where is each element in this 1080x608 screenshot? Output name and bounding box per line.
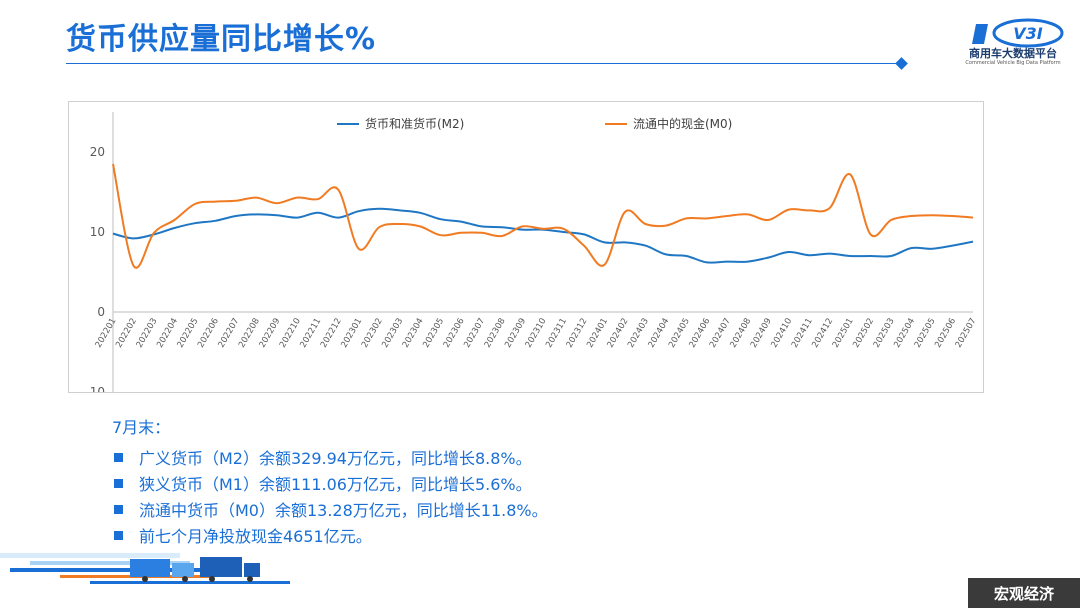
title-divider-diamond	[895, 57, 908, 70]
note-item: 流通中货币（M0）余额13.28万亿元，同比增长11.8%。	[112, 496, 548, 522]
logo-subtitle: Commercial Vehicle Big Data Platform	[965, 60, 1061, 66]
note-item: 狭义货币（M1）余额111.06万亿元，同比增长5.6%。	[112, 470, 548, 496]
square-bullet-icon	[114, 478, 123, 488]
y-tick-label: 20	[90, 145, 105, 159]
y-tick-label: 0	[97, 305, 105, 319]
m0-series-line	[112, 163, 974, 269]
m2-m0-growth-chart: -100102020220120220220220320220420220520…	[85, 112, 979, 392]
page-title: 货币供应量同比增长%	[66, 22, 377, 57]
y-tick-label: -10	[85, 385, 105, 392]
y-tick-label: 10	[90, 225, 105, 239]
square-bullet-icon	[114, 530, 123, 540]
truck-logo-icon: V3I	[972, 18, 1064, 48]
notes-heading: 7月末：	[112, 418, 171, 437]
note-text: 前七个月净投放现金4651亿元。	[139, 527, 372, 546]
svg-text:V3I: V3I	[1013, 24, 1043, 43]
legend-label: 货币和准货币(M2)	[365, 116, 464, 131]
note-item: 前七个月净投放现金4651亿元。	[112, 522, 548, 548]
notes-panel: 7月末： 广义货币（M2）余额329.94万亿元，同比增长8.8%。 狭义货币（…	[112, 414, 548, 548]
logo-name: 商用车大数据平台	[969, 47, 1057, 60]
note-text: 流通中货币（M0）余额13.28万亿元，同比增长11.8%。	[139, 501, 548, 520]
square-bullet-icon	[114, 452, 123, 462]
section-tag: 宏观经济	[968, 578, 1080, 608]
note-text: 广义货币（M2）余额329.94万亿元，同比增长8.8%。	[139, 449, 532, 468]
m2-series-line	[112, 207, 974, 264]
truck-speed-decoration-icon	[0, 553, 290, 584]
chart-frame: -10 0 10 20 202201 202202 202203 202204 202205 20…	[68, 101, 984, 393]
note-text: 狭义货币（M1）余额111.06万亿元，同比增长5.6%。	[139, 475, 532, 494]
platform-logo: V3I	[972, 18, 1064, 48]
note-item: 广义货币（M2）余额329.94万亿元，同比增长8.8%。	[112, 444, 548, 470]
legend-label: 流通中的现金(M0)	[633, 116, 732, 131]
square-bullet-icon	[114, 504, 123, 514]
title-divider	[66, 63, 902, 64]
